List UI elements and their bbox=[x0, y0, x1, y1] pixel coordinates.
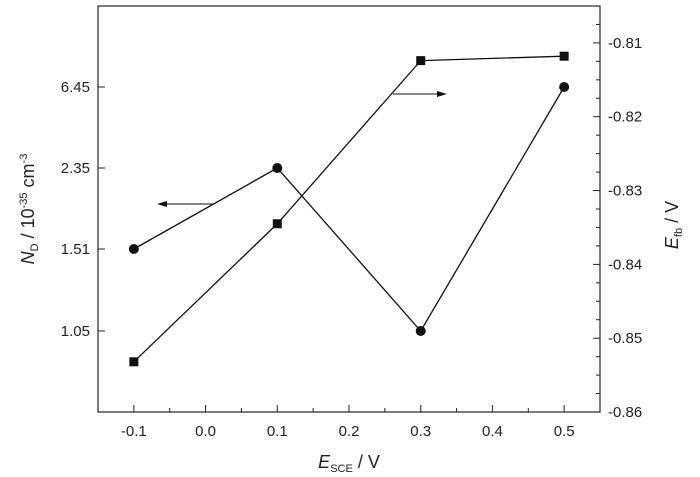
circle-marker bbox=[559, 82, 570, 92]
x-tick-label: 0.2 bbox=[339, 423, 360, 440]
x-ticks: -0.1 0.0 0.1 0.2 0.3 0.4 0.5 bbox=[121, 405, 575, 440]
right-y-tick-label: -0.84 bbox=[608, 256, 642, 273]
x-axis-title: ESCE / V bbox=[318, 452, 380, 475]
right-y-tick-label: -0.81 bbox=[608, 35, 642, 52]
x-tick-label: 0.4 bbox=[482, 423, 503, 440]
series-line-circle bbox=[133, 86, 565, 333]
circle-marker bbox=[415, 326, 426, 336]
plot-frame bbox=[97, 5, 601, 413]
right-y-tick-label: -0.86 bbox=[608, 404, 642, 421]
arrow-left-head bbox=[157, 201, 167, 207]
right-y-tick-label: -0.83 bbox=[608, 183, 642, 200]
square-marker bbox=[129, 357, 139, 367]
x-tick-label: 0.5 bbox=[554, 423, 575, 440]
right-y-ticks: -0.86 -0.85 -0.84 -0.83 -0.82 -0.81 bbox=[593, 5, 642, 421]
left-y-tick-label: 1.51 bbox=[61, 241, 90, 258]
x-tick-label: -0.1 bbox=[121, 423, 147, 440]
annotation-arrows bbox=[157, 91, 447, 207]
series-line-square bbox=[133, 55, 565, 363]
x-tick-label: 0.3 bbox=[410, 423, 431, 440]
left-y-tick-label: 6.45 bbox=[61, 79, 90, 96]
right-y-tick-label: -0.85 bbox=[608, 330, 642, 347]
series-group bbox=[128, 51, 570, 367]
left-y-tick-label: 2.35 bbox=[61, 160, 90, 177]
left-y-tick-label: 1.05 bbox=[61, 323, 90, 340]
right-y-tick-label: -0.82 bbox=[608, 109, 642, 126]
x-tick-label: 0.1 bbox=[267, 423, 288, 440]
square-marker bbox=[416, 56, 426, 66]
x-tick-label: 0.0 bbox=[195, 423, 216, 440]
right-y-axis-title: Efb / V bbox=[662, 201, 685, 249]
circle-marker bbox=[128, 244, 139, 254]
arrow-right-head bbox=[437, 91, 447, 97]
square-marker bbox=[559, 51, 569, 61]
left-y-axis-title: ND / 10-35 cm-3 bbox=[18, 154, 41, 265]
square-marker bbox=[272, 219, 282, 229]
circle-marker bbox=[272, 163, 283, 173]
left-y-ticks: 1.05 1.51 2.35 6.45 bbox=[61, 79, 105, 340]
